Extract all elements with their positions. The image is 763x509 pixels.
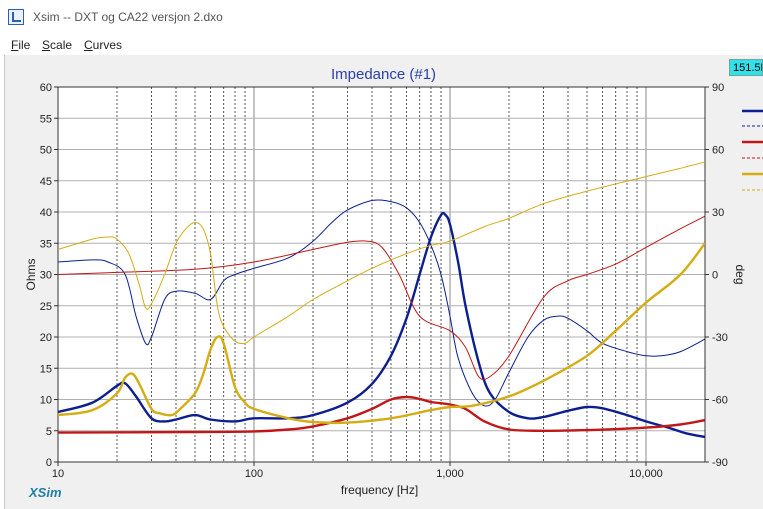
chart-title: Impedance (#1) [331,66,436,83]
y-tick-label: 25 [40,301,52,313]
y-tick-label: 40 [40,207,52,219]
y-tick-label: 60 [40,82,52,94]
y2-tick-label: 90 [712,82,724,94]
y-tick-label: 45 [40,176,52,188]
y-tick-label: 15 [40,363,52,375]
series-line-6 [58,161,705,345]
y-tick-label: 0 [46,457,52,469]
series-line-3 [58,395,705,434]
y-axis-label: Ohms [24,258,38,290]
series-line-4 [58,215,705,381]
y2-tick-label: 30 [712,207,724,219]
y-tick-label: 5 [46,426,52,438]
menu-curves[interactable]: Curves [84,38,123,52]
y-tick-label: 10 [40,395,52,407]
y2-tick-label: -30 [712,332,728,344]
y-tick-label: 50 [40,145,52,157]
menu-bar: File Scale Curves [0,33,763,55]
y2-tick-label: 60 [712,145,724,157]
y-tick-label: 35 [40,238,52,250]
x-tick-label: 100 [245,468,263,480]
y2-axis-label: deg [733,264,747,284]
x-tick-label: 1,000 [436,468,464,480]
series-line-2 [58,199,705,407]
y2-tick-label: 0 [712,270,718,282]
x-tick-label: 10 [52,468,64,480]
cursor-frequency-readout: 151.5Hz [729,59,763,76]
x-axis-label: frequency [Hz] [341,483,418,497]
y2-tick-label: -90 [712,457,728,469]
xsim-logo: XSim [29,485,62,500]
window-title: Xsim -- DXT og CA22 versjon 2.dxo [33,10,223,24]
y2-tick-label: -60 [712,395,728,407]
series-line-5 [58,242,705,425]
title-bar: Xsim -- DXT og CA22 versjon 2.dxo [0,0,763,33]
y-tick-label: 30 [40,270,52,282]
app-icon [8,9,24,25]
series-line-1 [58,211,705,439]
x-tick-label: 10,000 [629,468,663,480]
menu-file[interactable]: File [11,38,31,52]
y-tick-label: 20 [40,332,52,344]
y-tick-label: 55 [40,113,52,125]
menu-scale[interactable]: Scale [42,38,73,52]
